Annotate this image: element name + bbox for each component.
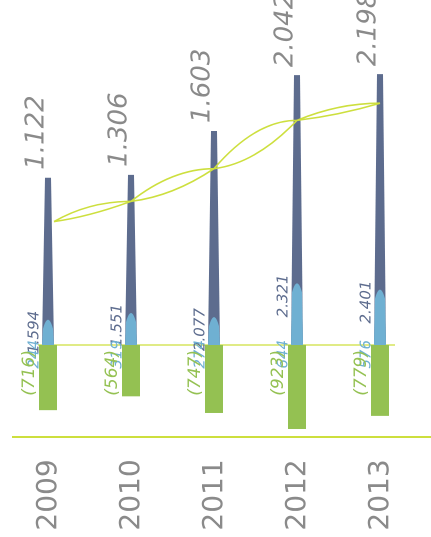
total-label: 2.198: [353, 0, 383, 66]
bar-light: [125, 312, 137, 345]
dark-value-label: 2.077: [191, 308, 209, 351]
dark-value-label: 1.551: [108, 304, 126, 347]
x-tick-label: 2009: [30, 459, 63, 530]
light-value-label: 274: [191, 340, 209, 369]
negative-value-label: (716): [19, 350, 39, 396]
bar-negative: [122, 345, 140, 397]
light-value-label: 576: [357, 340, 375, 369]
bar-light: [208, 317, 220, 345]
bar-light: [374, 289, 386, 345]
light-value-label: 319: [108, 340, 126, 369]
bar-negative: [205, 345, 223, 413]
dark-value-label: 2.321: [274, 274, 292, 317]
negative-value-label: (779): [351, 350, 371, 396]
bar-dark: [208, 131, 220, 345]
negative-value-label: (923): [268, 350, 288, 396]
negative-value-label: (747): [185, 350, 205, 396]
bar-light: [42, 319, 54, 345]
total-label: 1.122: [21, 95, 51, 169]
bar-negative: [288, 345, 306, 429]
bar-negative: [39, 345, 57, 411]
bar-dark: [291, 75, 303, 345]
dark-value-label: 2.401: [357, 281, 375, 324]
total-label: 1.306: [104, 92, 134, 166]
negative-value-label: (564): [102, 350, 122, 396]
bar-negative: [371, 345, 389, 416]
x-tick-label: 2012: [279, 459, 312, 530]
x-tick-label: 2013: [362, 459, 395, 530]
bar-dark: [42, 177, 54, 345]
light-value-label: 644: [274, 340, 292, 369]
totals-line: [53, 102, 381, 223]
x-tick-label: 2011: [196, 459, 229, 530]
total-label: 2.042: [270, 0, 300, 67]
dark-value-label: 1.594: [25, 311, 43, 354]
bar-dark: [374, 74, 386, 345]
x-tick-label: 2010: [113, 459, 146, 530]
total-label: 1.603: [187, 49, 217, 123]
light-value-label: 244: [25, 340, 43, 369]
bar-dark: [125, 174, 137, 345]
bar-light: [291, 283, 303, 345]
